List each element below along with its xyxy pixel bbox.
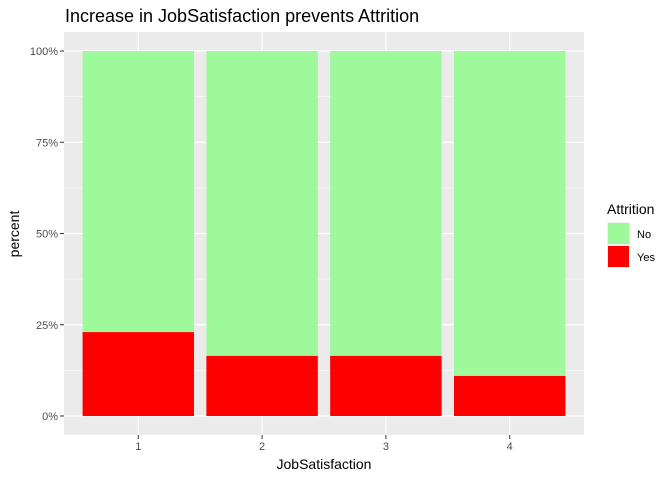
bar-yes-4 xyxy=(454,375,566,416)
x-tick-label: 4 xyxy=(507,441,513,453)
legend-title: Attrition xyxy=(607,201,654,217)
legend-entries: No Yes xyxy=(607,222,655,268)
bar-no-1 xyxy=(82,51,194,333)
legend: Attrition No Yes xyxy=(607,201,655,268)
y-tick-label: 25% xyxy=(36,320,58,332)
bar-yes-2 xyxy=(206,355,318,416)
bar-no-2 xyxy=(206,51,318,356)
y-tick-label: 0% xyxy=(42,411,58,423)
x-axis-title: JobSatisfaction xyxy=(277,456,372,472)
x-tick-label: 3 xyxy=(383,441,389,453)
legend-label-no: No xyxy=(637,229,651,241)
x-tick-label: 2 xyxy=(259,441,265,453)
y-tick-label: 75% xyxy=(36,137,58,149)
bar-no-4 xyxy=(454,51,566,376)
x-tick-label: 1 xyxy=(135,441,141,453)
x-axis: 1 2 3 4 xyxy=(135,435,513,453)
y-axis-title: percent xyxy=(6,211,22,258)
legend-label-yes: Yes xyxy=(637,252,655,264)
y-tick-label: 50% xyxy=(36,229,58,241)
bar-no-3 xyxy=(330,51,442,356)
legend-swatch-yes xyxy=(608,246,629,267)
bar-yes-1 xyxy=(82,332,194,416)
bars xyxy=(82,51,566,416)
bar-yes-3 xyxy=(330,355,442,416)
y-tick-label: 100% xyxy=(30,46,58,58)
chart-title: Increase in JobSatisfaction prevents Att… xyxy=(65,6,419,26)
y-axis: 0% 25% 50% 75% 100% xyxy=(30,46,64,423)
legend-swatch-no xyxy=(608,223,629,244)
